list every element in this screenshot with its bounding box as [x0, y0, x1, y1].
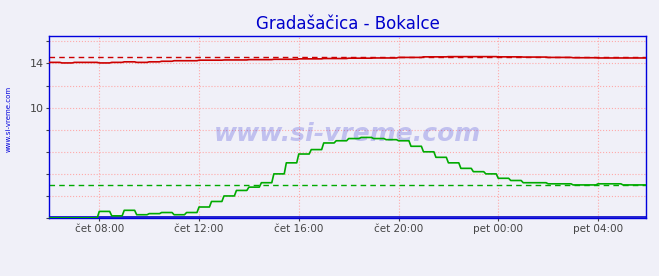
Title: Gradašačica - Bokalce: Gradašačica - Bokalce [256, 15, 440, 33]
Text: www.si-vreme.com: www.si-vreme.com [5, 86, 12, 152]
Text: www.si-vreme.com: www.si-vreme.com [214, 122, 481, 146]
